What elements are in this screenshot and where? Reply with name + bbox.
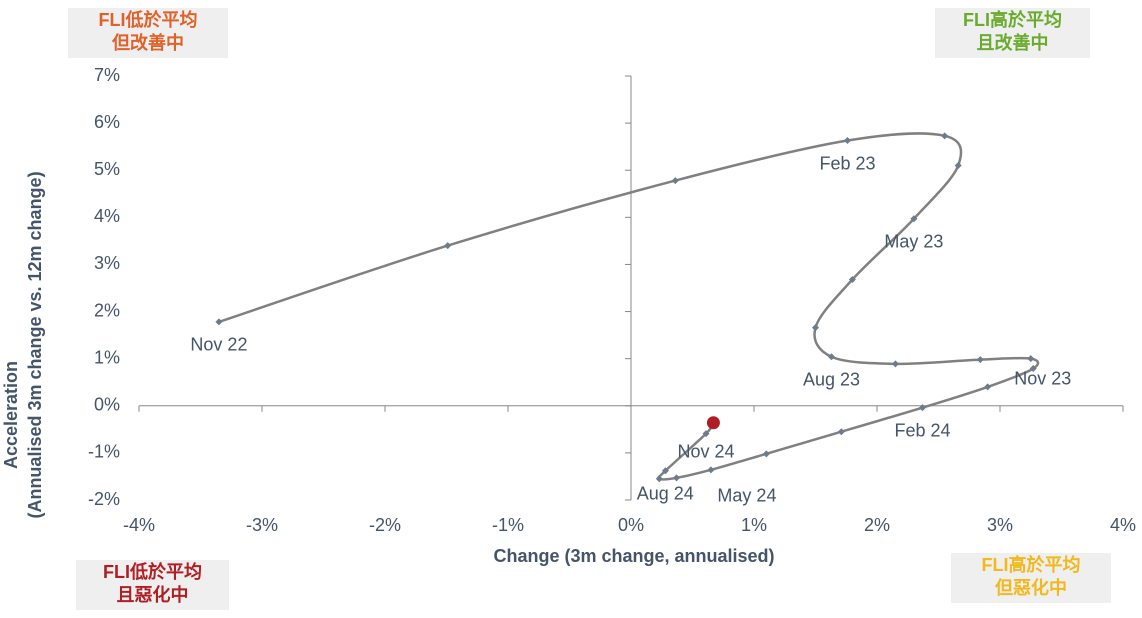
quadrant-box: [76, 560, 229, 610]
y-tick-label: 3%: [94, 253, 120, 273]
quadrant-label: FLI低於平均: [99, 9, 198, 30]
y-tick-label: -2%: [88, 489, 120, 509]
point-marker: [891, 360, 899, 368]
y-tick-label: 7%: [94, 65, 120, 85]
point-label: Aug 23: [803, 370, 860, 390]
quadrant-label: 但惡化中: [994, 577, 1067, 598]
x-tick-label: 4%: [1110, 515, 1136, 535]
point-label: Aug 24: [637, 484, 694, 504]
quadrant-label: 且惡化中: [117, 584, 189, 605]
point-label: Nov 22: [190, 335, 247, 355]
y-tick-label: 1%: [94, 347, 120, 367]
x-tick-label: 0%: [618, 515, 644, 535]
point-marker: [976, 356, 984, 364]
point-label: Feb 23: [819, 153, 875, 173]
x-axis-title: Change (3m change, annualised): [493, 546, 774, 566]
point-marker: [671, 177, 679, 185]
point-marker: [984, 383, 992, 391]
point-marker: [843, 137, 851, 145]
point-marker: [812, 324, 819, 332]
point-marker: [444, 242, 452, 250]
point-marker: [919, 404, 927, 412]
x-tick-label: -2%: [369, 515, 401, 535]
y-axis-title: (Annualised 3m change vs. 12m change): [25, 171, 45, 518]
x-tick-label: -1%: [492, 515, 524, 535]
series-line: [218, 132, 1040, 481]
point-label: Nov 23: [1014, 368, 1071, 388]
point-marker: [848, 276, 856, 284]
y-tick-label: 6%: [94, 112, 120, 132]
point-marker: [655, 475, 663, 483]
quadrant-label: 且改善中: [977, 32, 1049, 53]
quadrant-label: 但改善中: [111, 32, 184, 53]
point-marker: [837, 428, 845, 436]
point-marker: [954, 162, 962, 170]
quadrant-label: FLI高於平均: [982, 554, 1081, 575]
point-marker: [673, 474, 681, 482]
point-marker: [762, 450, 770, 458]
y-axis-title: Acceleration: [1, 361, 21, 469]
y-tick-label: 4%: [94, 206, 120, 226]
point-label: May 23: [884, 231, 943, 251]
quadrant-label: FLI高於平均: [963, 9, 1062, 30]
x-tick-label: 2%: [864, 515, 890, 535]
point-marker: [702, 430, 710, 438]
y-tick-label: 5%: [94, 159, 120, 179]
last-point: [706, 416, 720, 430]
y-tick-label: -1%: [88, 442, 120, 462]
x-tick-label: -4%: [123, 515, 155, 535]
quadrant-box: [68, 8, 228, 58]
point-marker: [941, 132, 949, 140]
point-label: May 24: [717, 486, 776, 506]
point-marker: [661, 467, 669, 475]
x-tick-label: 1%: [741, 515, 767, 535]
quadrant-box: [935, 8, 1090, 58]
point-marker: [827, 353, 835, 361]
point-marker: [707, 466, 715, 474]
y-tick-label: 2%: [94, 300, 120, 320]
point-marker: [215, 318, 223, 326]
point-marker: [1029, 365, 1037, 373]
point-label: Feb 24: [894, 420, 950, 440]
x-tick-label: 3%: [987, 515, 1013, 535]
quadrant-box: [951, 553, 1111, 603]
x-tick-label: -3%: [246, 515, 278, 535]
point-marker: [1027, 355, 1035, 363]
point-label: Nov 24: [678, 441, 735, 461]
quadrant-label: FLI低於平均: [103, 561, 202, 582]
point-marker: [910, 215, 918, 223]
y-tick-label: 0%: [94, 395, 120, 415]
